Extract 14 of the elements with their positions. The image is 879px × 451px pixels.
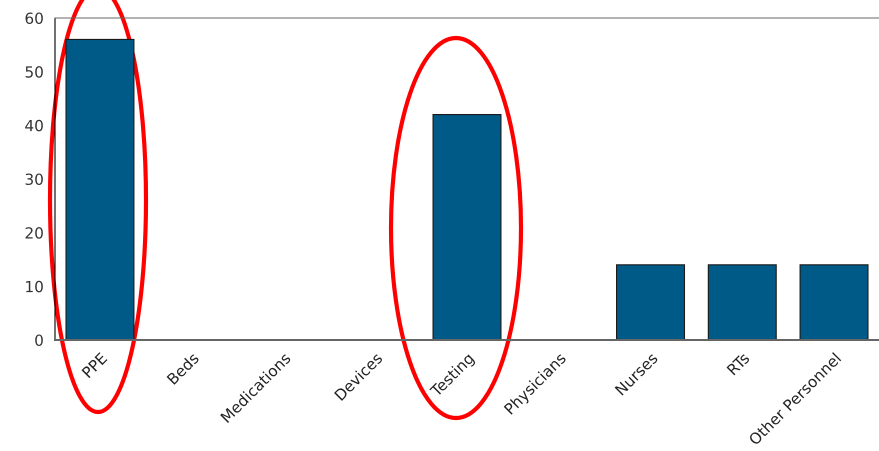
y-tick-label: 60 [26,12,43,24]
bar [708,264,777,340]
x-tick-label: PPE [82,352,108,378]
y-tick-label: 50 [26,66,43,78]
bar [800,264,869,340]
bar [616,264,686,340]
y-tick-label: 40 [25,120,43,132]
y-tick-label: 20 [26,227,43,239]
bar [432,114,502,340]
x-tick-label: RTs [726,352,750,376]
y-tick-label: 30 [26,173,43,186]
y-tick-label: 0 [35,334,43,346]
bar [65,38,134,340]
y-tick-label: 10 [26,280,43,292]
